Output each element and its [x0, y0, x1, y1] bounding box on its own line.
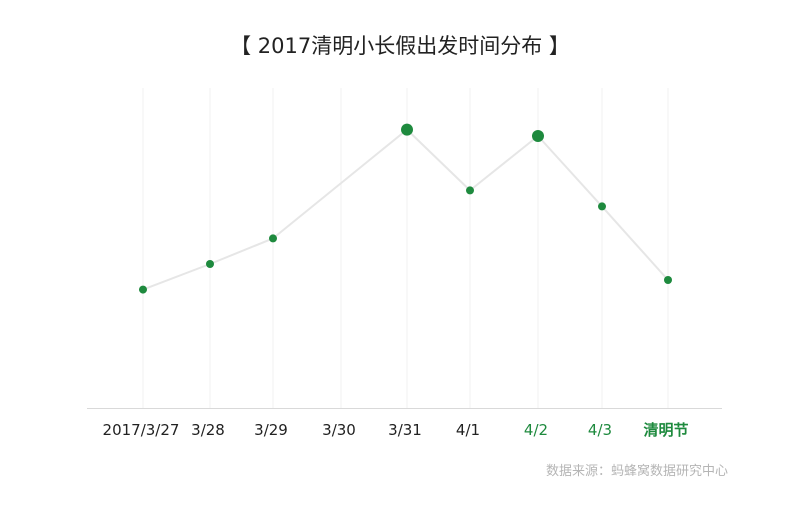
chart-title: 【 2017清明小长假出发时间分布 】 [230, 34, 570, 58]
data-point-6 [532, 130, 544, 142]
x-tick-label-5: 4/1 [456, 421, 480, 439]
data-point-5 [466, 186, 474, 195]
x-tick-label-0: 2017/3/27 [103, 421, 180, 439]
data-point-8 [664, 276, 672, 284]
data-point-4 [401, 123, 413, 136]
data-point-1 [206, 260, 214, 268]
series-line [142, 128, 669, 291]
data-source-note: 数据来源：蚂蜂窝数据研究中心 [545, 464, 728, 479]
x-tick-label-8: 清明节 [643, 421, 688, 439]
data-point-7 [598, 202, 606, 211]
x-tick-label-1: 3/28 [191, 421, 225, 439]
x-tick-label-7: 4/3 [588, 421, 612, 439]
data-point-2 [269, 234, 277, 243]
x-tick-label-3: 3/30 [322, 421, 356, 439]
data-point-0 [139, 285, 147, 294]
x-tick-label-4: 3/31 [388, 421, 422, 439]
x-tick-label-2: 3/29 [254, 421, 288, 439]
x-tick-label-6: 4/2 [524, 421, 548, 439]
